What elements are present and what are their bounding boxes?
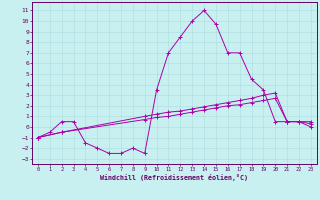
X-axis label: Windchill (Refroidissement éolien,°C): Windchill (Refroidissement éolien,°C) <box>100 174 248 181</box>
